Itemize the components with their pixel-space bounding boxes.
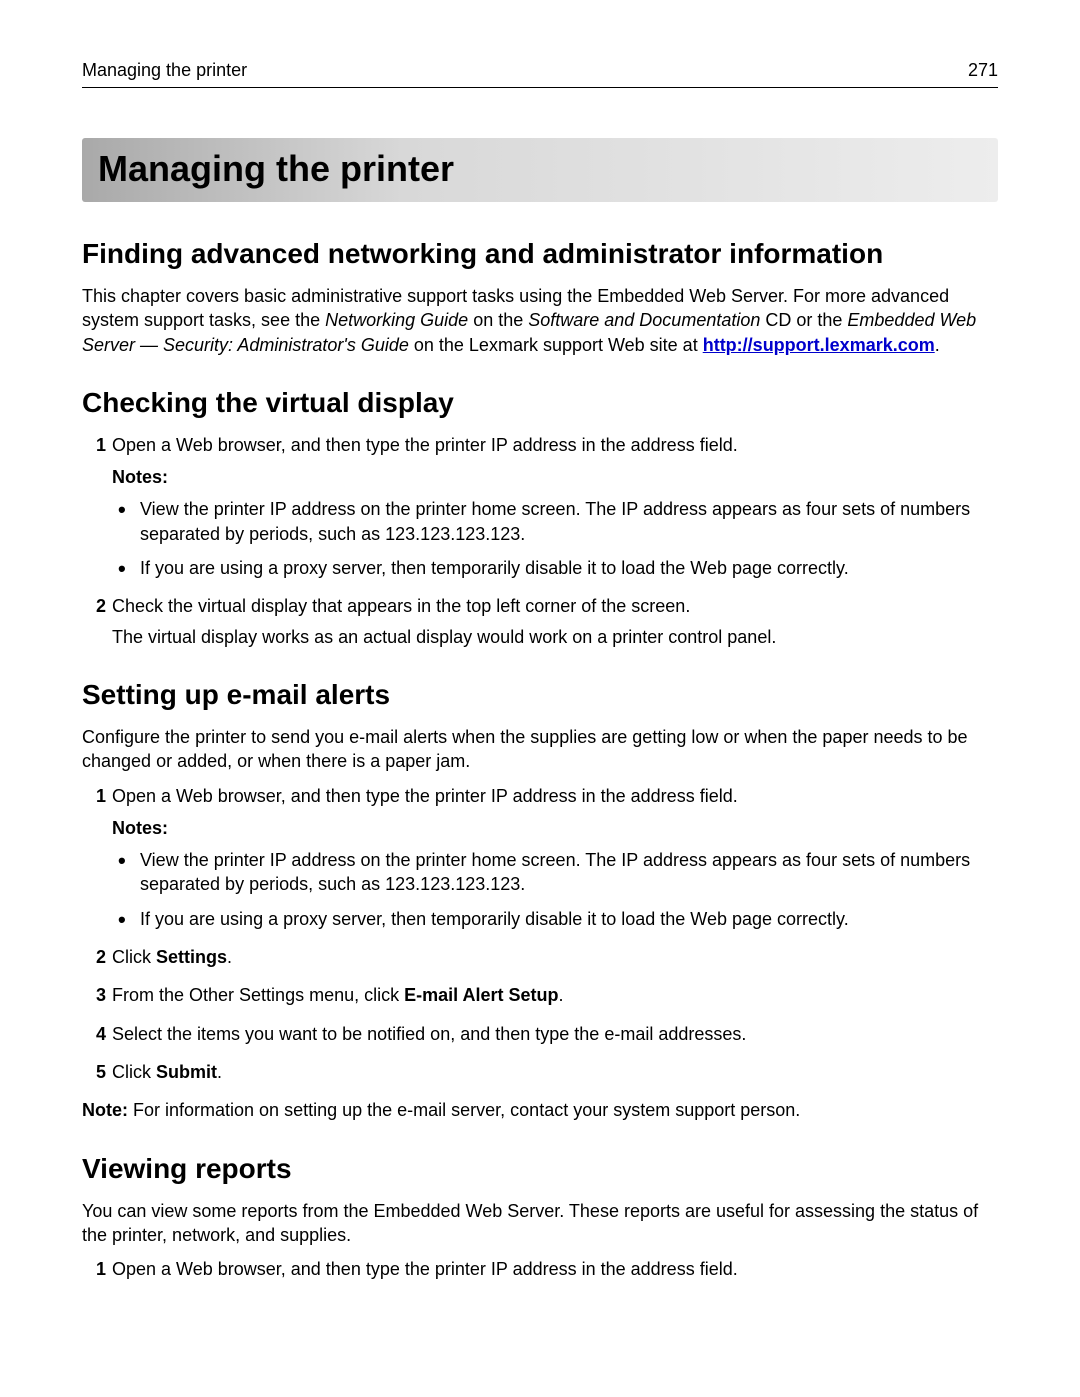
list-item: If you are using a proxy server, then te… <box>112 907 998 931</box>
step-text: Select the items you want to be notified… <box>112 1024 746 1044</box>
header-section-title: Managing the printer <box>82 60 247 81</box>
note-text: View the printer IP address on the print… <box>140 850 970 894</box>
list-item: If you are using a proxy server, then te… <box>112 556 998 580</box>
step-text: Open a Web browser, and then type the pr… <box>112 435 738 455</box>
notes-label: Notes: <box>112 816 998 840</box>
step-text: Click <box>112 1062 156 1082</box>
note-text: View the printer IP address on the print… <box>140 499 970 543</box>
text: . <box>935 335 940 355</box>
running-header: Managing the printer 271 <box>82 60 998 88</box>
notes-list: View the printer IP address on the print… <box>112 497 998 580</box>
list-item: Open a Web browser, and then type the pr… <box>82 1257 998 1281</box>
section1-paragraph: This chapter covers basic administrative… <box>82 284 998 357</box>
header-page-number: 271 <box>968 60 998 81</box>
section-heading-viewing-reports: Viewing reports <box>82 1153 998 1185</box>
list-item: View the printer IP address on the print… <box>112 848 998 897</box>
section-heading-virtual-display: Checking the virtual display <box>82 387 998 419</box>
note-text: If you are using a proxy server, then te… <box>140 909 849 929</box>
step-text-bold: Submit <box>156 1062 217 1082</box>
list-item: Select the items you want to be notified… <box>82 1022 998 1046</box>
document-page: Managing the printer 271 Managing the pr… <box>0 0 1080 1335</box>
section3-intro: Configure the printer to send you e‑mail… <box>82 725 998 774</box>
text: CD or the <box>760 310 847 330</box>
note-text: If you are using a proxy server, then te… <box>140 558 849 578</box>
text-italic: Networking Guide <box>325 310 468 330</box>
text-italic: Software and Documentation <box>528 310 760 330</box>
section4-steps: Open a Web browser, and then type the pr… <box>82 1257 998 1281</box>
list-item: Open a Web browser, and then type the pr… <box>82 433 998 580</box>
section3-footnote: Note: For information on setting up the … <box>82 1098 998 1122</box>
section2-steps: Open a Web browser, and then type the pr… <box>82 433 998 649</box>
step-subtext: The virtual display works as an actual d… <box>112 625 998 649</box>
list-item: View the printer IP address on the print… <box>112 497 998 546</box>
notes-list: View the printer IP address on the print… <box>112 848 998 931</box>
text: on the Lexmark support Web site at <box>409 335 703 355</box>
chapter-title: Managing the printer <box>98 148 982 190</box>
step-text: . <box>558 985 563 1005</box>
list-item: Click Settings. <box>82 945 998 969</box>
text: on the <box>468 310 528 330</box>
list-item: Check the virtual display that appears i… <box>82 594 998 649</box>
section-heading-networking: Finding advanced networking and administ… <box>82 238 998 270</box>
chapter-banner: Managing the printer <box>82 138 998 202</box>
step-text: . <box>217 1062 222 1082</box>
list-item: Click Submit. <box>82 1060 998 1084</box>
step-text: From the Other Settings menu, click <box>112 985 404 1005</box>
step-text-bold: Settings <box>156 947 227 967</box>
list-item: Open a Web browser, and then type the pr… <box>82 784 998 931</box>
support-link[interactable]: http://support.lexmark.com <box>703 335 935 355</box>
section-heading-email-alerts: Setting up e‑mail alerts <box>82 679 998 711</box>
section4-intro: You can view some reports from the Embed… <box>82 1199 998 1248</box>
section3-steps: Open a Web browser, and then type the pr… <box>82 784 998 1085</box>
step-text: Click <box>112 947 156 967</box>
note-text: For information on setting up the e‑mail… <box>128 1100 800 1120</box>
notes-label: Notes: <box>112 465 998 489</box>
step-text: Open a Web browser, and then type the pr… <box>112 1259 738 1279</box>
note-label: Note: <box>82 1100 128 1120</box>
step-text-bold: E‑mail Alert Setup <box>404 985 558 1005</box>
list-item: From the Other Settings menu, click E‑ma… <box>82 983 998 1007</box>
step-text: Check the virtual display that appears i… <box>112 596 690 616</box>
step-text: Open a Web browser, and then type the pr… <box>112 786 738 806</box>
step-text: . <box>227 947 232 967</box>
